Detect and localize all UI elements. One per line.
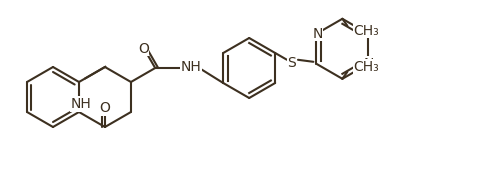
- Text: N: N: [363, 57, 374, 71]
- Text: NH: NH: [181, 60, 202, 74]
- Text: CH₃: CH₃: [354, 60, 379, 74]
- Text: NH: NH: [71, 97, 91, 111]
- Text: O: O: [100, 101, 110, 115]
- Text: O: O: [138, 42, 149, 56]
- Text: S: S: [288, 56, 297, 70]
- Text: N: N: [312, 27, 323, 41]
- Text: CH₃: CH₃: [354, 24, 379, 38]
